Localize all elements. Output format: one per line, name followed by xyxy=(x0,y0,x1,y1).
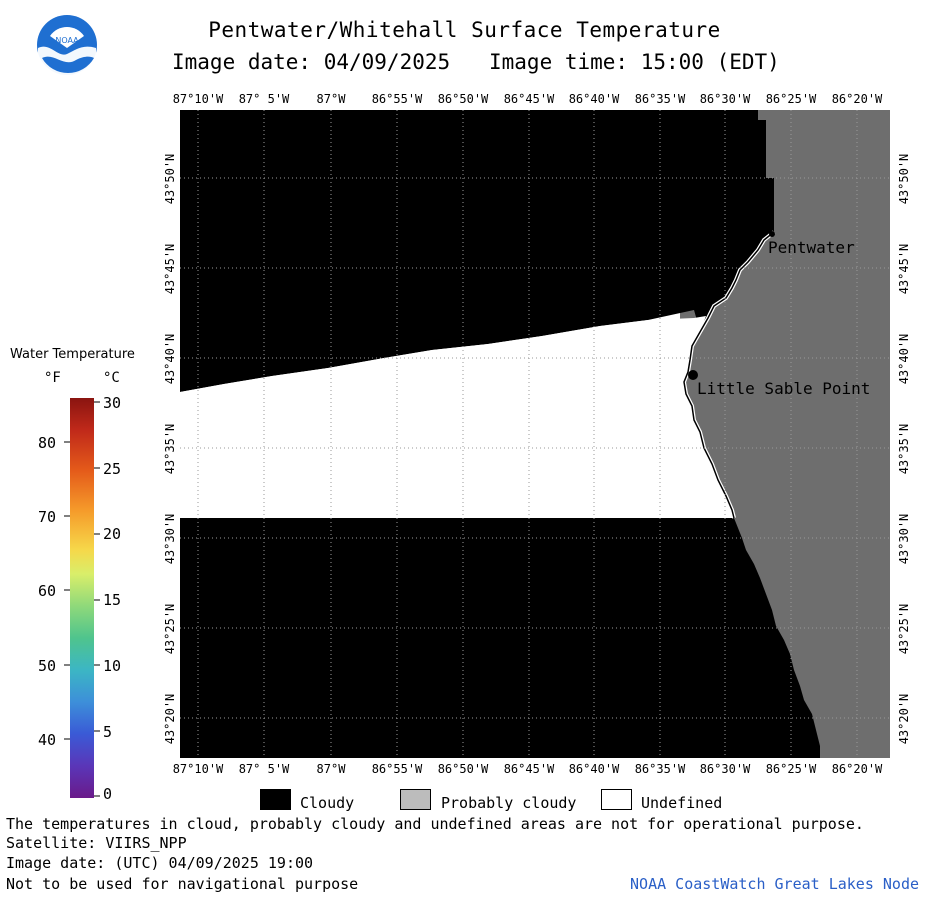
cloud-area-north xyxy=(180,110,774,392)
lat-label: 43°30'N xyxy=(163,513,177,565)
lon-label: 86°20'W xyxy=(831,762,883,776)
lon-label: 86°25'W xyxy=(765,762,817,776)
celsius-tick-label: 5 xyxy=(103,723,113,741)
lon-label: 86°40'W xyxy=(568,92,620,106)
lat-label: 43°25'N xyxy=(897,603,911,655)
undefined-coast-strip xyxy=(180,316,734,518)
map-panel xyxy=(180,110,890,758)
fahrenheit-tick-label: 60 xyxy=(38,582,57,600)
lat-label: 43°20'N xyxy=(163,693,177,745)
fahrenheit-tick-label: 50 xyxy=(38,657,57,675)
noaa-logo: NOAA xyxy=(36,14,98,77)
little-sable-point-marker xyxy=(688,370,698,380)
lon-label: 86°55'W xyxy=(371,92,423,106)
color-scale-bar xyxy=(70,398,94,798)
footer-credit: NOAA CoastWatch Great Lakes Node xyxy=(630,875,919,893)
celsius-tick-label: 10 xyxy=(103,657,122,675)
lat-label: 43°25'N xyxy=(163,603,177,655)
lon-label: 87° 5'W xyxy=(238,762,290,776)
lat-label: 43°35'N xyxy=(897,423,911,475)
pentwater-marker xyxy=(769,231,775,237)
fahrenheit-tick-label: 80 xyxy=(38,434,57,452)
place-label-pentwater: Pentwater xyxy=(768,238,855,257)
coastline-edge xyxy=(683,231,775,519)
lon-label: 86°55'W xyxy=(371,762,423,776)
legend-swatch-undefined xyxy=(601,789,632,810)
graticule xyxy=(180,110,890,758)
color-scale-ticks xyxy=(64,401,100,797)
lon-label: 86°40'W xyxy=(568,762,620,776)
lon-label: 86°35'W xyxy=(634,762,686,776)
legend-label-cloudy: Cloudy xyxy=(300,794,355,812)
fahrenheit-tick-label: 70 xyxy=(38,508,57,526)
lon-label: 87°W xyxy=(316,762,346,776)
lon-label: 86°50'W xyxy=(437,762,489,776)
footer-disclaimer: The temperatures in cloud, probably clou… xyxy=(6,815,864,833)
celsius-tick-label: 20 xyxy=(103,525,122,543)
color-scale-title: Water Temperature xyxy=(10,347,135,362)
lat-label: 43°30'N xyxy=(897,513,911,565)
footer-satellite: Satellite: VIIRS_NPP xyxy=(6,834,187,852)
lon-label: 86°35'W xyxy=(634,92,686,106)
unit-fahrenheit: °F xyxy=(44,370,61,386)
footer-utc-date: Image date: (UTC) 04/09/2025 19:00 xyxy=(6,854,314,872)
lon-label: 86°45'W xyxy=(503,92,555,106)
legend-label-undefined: Undefined xyxy=(641,794,723,812)
lon-label: 86°45'W xyxy=(503,762,555,776)
legend-swatch-cloudy xyxy=(260,789,291,810)
lat-label: 43°35'N xyxy=(163,423,177,475)
unit-celsius: °C xyxy=(103,370,120,386)
lat-label: 43°45'N xyxy=(897,243,911,295)
lon-label: 87°10'W xyxy=(172,92,224,106)
cloud-area-south xyxy=(180,518,820,758)
lat-label: 43°20'N xyxy=(897,693,911,745)
lat-label: 43°50'N xyxy=(163,153,177,205)
footer-nav-warning: Not to be used for navigational purpose xyxy=(6,875,359,893)
map-title: Pentwater/Whitehall Surface Temperature xyxy=(208,18,721,42)
celsius-tick-label: 15 xyxy=(103,591,122,609)
lon-label: 87°10'W xyxy=(172,762,224,776)
fahrenheit-tick-label: 40 xyxy=(38,731,57,749)
legend-swatch-probably-cloudy xyxy=(400,789,431,810)
lon-label: 86°20'W xyxy=(831,92,883,106)
celsius-tick-label: 30 xyxy=(103,394,122,412)
lat-label: 43°40'N xyxy=(163,333,177,385)
place-label-little-sable-point: Little Sable Point xyxy=(697,379,871,398)
lon-label: 86°30'W xyxy=(699,762,751,776)
lat-label: 43°50'N xyxy=(897,153,911,205)
lon-label: 86°30'W xyxy=(699,92,751,106)
subtitle-date: Image date: 04/09/2025 xyxy=(172,50,451,74)
legend-label-probably-cloudy: Probably cloudy xyxy=(441,794,577,812)
subtitle-time: Image time: 15:00 (EDT) xyxy=(489,50,780,74)
logo-text: NOAA xyxy=(55,36,79,45)
celsius-tick-label: 0 xyxy=(103,785,113,803)
celsius-tick-label: 25 xyxy=(103,460,122,478)
lon-label: 87°W xyxy=(316,92,346,106)
lat-label: 43°40'N xyxy=(897,333,911,385)
lon-label: 86°25'W xyxy=(765,92,817,106)
lon-label: 87° 5'W xyxy=(238,92,290,106)
lat-label: 43°45'N xyxy=(163,243,177,295)
lon-label: 86°50'W xyxy=(437,92,489,106)
